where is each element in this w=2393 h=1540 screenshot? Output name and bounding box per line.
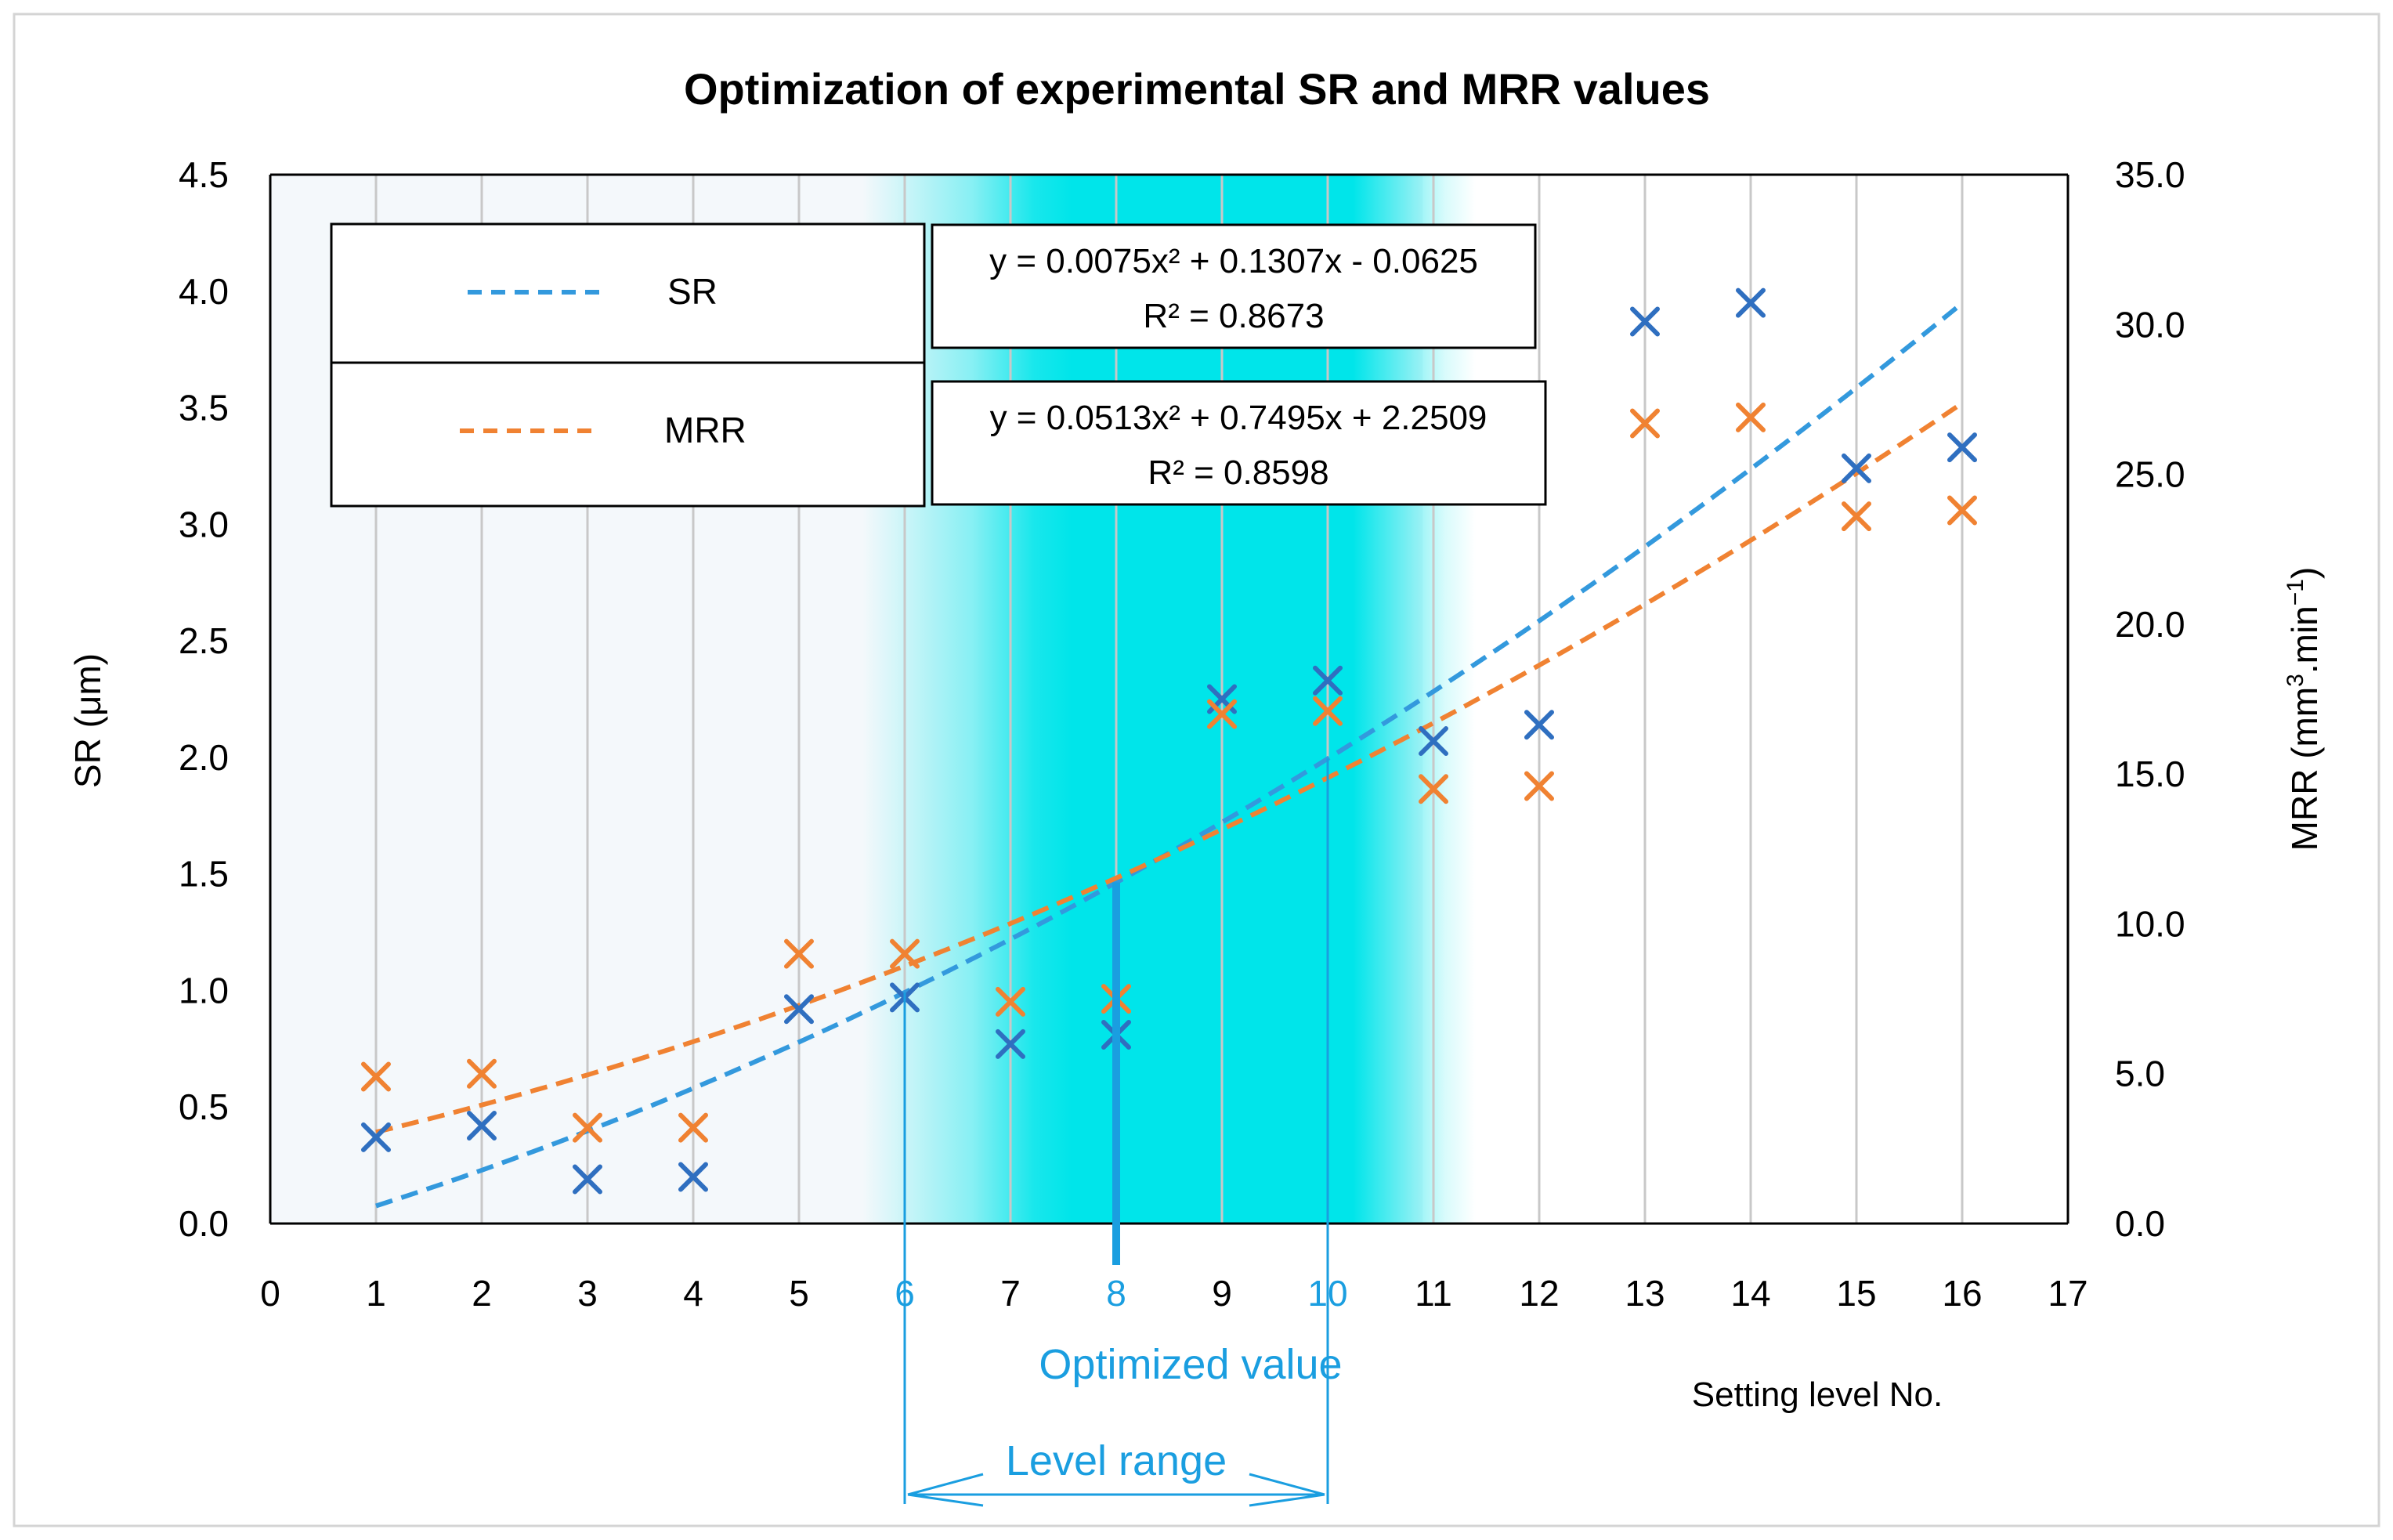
y-right-tick-35.0: 35.0 — [2115, 154, 2185, 195]
y-right-tick-10.0: 10.0 — [2115, 903, 2185, 944]
x-tick-3: 3 — [577, 1273, 598, 1314]
y-left-tick-0.0: 0.0 — [179, 1203, 229, 1244]
marker-sr-4 — [678, 1162, 708, 1192]
marker-sr-15 — [1842, 453, 1871, 483]
y-right-tick-15.0: 15.0 — [2115, 754, 2185, 794]
tick-labels: 0 1 2 3 4 5 6 7 8 9 10 11 12 13 14 15 16 170.00.51.01.52.… — [179, 154, 2185, 1314]
plot-background-right — [1422, 175, 2068, 1224]
marker-sr-14 — [1736, 287, 1766, 318]
legend: SR MRR — [330, 222, 926, 508]
y-right-tick-0.0: 0.0 — [2115, 1203, 2165, 1244]
marker-sr-10 — [1313, 665, 1343, 696]
x-tick-4: 4 — [683, 1273, 703, 1314]
mrr-equation-frame — [931, 380, 1547, 506]
marker-mrr-9 — [1207, 699, 1237, 729]
y-right-label-sup1: 3 — [2283, 674, 2308, 687]
x-tick-15: 15 — [1836, 1273, 1876, 1314]
axes — [269, 173, 2069, 1225]
x-tick-17: 17 — [2048, 1273, 2088, 1314]
sr-equation-frame — [931, 223, 1537, 349]
marker-mrr-4 — [678, 1112, 708, 1143]
y-right-tick-30.0: 30.0 — [2115, 304, 2185, 345]
marker-mrr-1 — [361, 1061, 391, 1092]
y-left-tick-1.5: 1.5 — [179, 854, 229, 895]
y-right-tick-25.0: 25.0 — [2115, 454, 2185, 495]
marker-sr-16 — [1947, 432, 1977, 463]
y-left-tick-2.5: 2.5 — [179, 620, 229, 661]
marker-sr-2 — [467, 1111, 497, 1141]
marker-sr-13 — [1630, 306, 1660, 337]
y-left-tick-2.0: 2.0 — [179, 737, 229, 778]
marker-sr-12 — [1524, 710, 1554, 740]
marker-mrr-10 — [1313, 696, 1343, 726]
marker-mrr-6 — [890, 938, 920, 969]
marker-mrr-16 — [1947, 495, 1977, 526]
marker-sr-5 — [784, 994, 814, 1025]
sr-equation-box: y = 0.0075x² + 0.1307x - 0.0625 R² = 0.8… — [931, 223, 1537, 349]
x-tick-2: 2 — [472, 1273, 492, 1314]
y-left-label: SR (μm) — [67, 653, 108, 788]
mrr-equation: y = 0.0513x² + 0.7495x + 2.2509 — [990, 399, 1487, 437]
x-tick-9: 9 — [1212, 1273, 1232, 1314]
y-right-label-end: ) — [2284, 567, 2325, 579]
y-right-label-main: MRR (mm — [2284, 687, 2325, 851]
y-right-label: MRR (mm3.min−1) — [2283, 567, 2325, 851]
y-right-label-mid: .min — [2284, 606, 2325, 674]
marker-mrr-15 — [1842, 501, 1871, 532]
y-left-tick-3.0: 3.0 — [179, 504, 229, 544]
marker-sr-3 — [573, 1164, 602, 1195]
x-tick-8: 8 — [1106, 1273, 1126, 1314]
legend-sr-label: SR — [667, 271, 718, 312]
marker-mrr-2 — [467, 1058, 497, 1089]
optimized-value-label: Optimized value — [1039, 1341, 1342, 1388]
y-left-tick-1.0: 1.0 — [179, 970, 229, 1010]
range-annotations: Optimized value Level range — [1006, 1341, 1343, 1484]
level-range-label: Level range — [1006, 1437, 1227, 1484]
y-left-tick-4.0: 4.0 — [179, 271, 229, 312]
legend-mrr-label: MRR — [664, 410, 746, 450]
y-right-tick-5.0: 5.0 — [2115, 1054, 2165, 1094]
mrr-equation-box: y = 0.0513x² + 0.7495x + 2.2509 R² = 0.8… — [931, 380, 1547, 506]
x-tick-13: 13 — [1625, 1273, 1665, 1314]
sr-equation: y = 0.0075x² + 0.1307x - 0.0625 — [989, 242, 1478, 280]
legend-box — [330, 222, 926, 508]
marker-sr-7 — [996, 1028, 1025, 1059]
trend-lines — [375, 301, 1964, 1209]
trend-line-mrr — [375, 401, 1964, 1135]
x-tick-14: 14 — [1730, 1273, 1770, 1314]
sr-r2: R² = 0.8673 — [1143, 297, 1324, 335]
level-range-arrowhead-right — [1249, 1473, 1325, 1507]
y-left-tick-0.5: 0.5 — [179, 1086, 229, 1127]
marker-mrr-11 — [1419, 774, 1448, 804]
marker-mrr-12 — [1524, 771, 1554, 801]
highlight-lines — [903, 758, 1329, 1507]
level-range-arrowhead-left — [907, 1473, 984, 1507]
x-axis-label: Setting level No. — [1692, 1376, 1943, 1414]
optimal-range-band — [862, 175, 1476, 1224]
y-right-tick-20.0: 20.0 — [2115, 604, 2185, 645]
marker-mrr-3 — [573, 1112, 602, 1143]
y-left-tick-4.5: 4.5 — [179, 154, 229, 195]
x-tick-16: 16 — [1942, 1273, 1982, 1314]
marker-mrr-7 — [996, 986, 1025, 1017]
marker-sr-11 — [1419, 726, 1448, 757]
x-tick-11: 11 — [1415, 1273, 1452, 1314]
marker-mrr-14 — [1736, 402, 1766, 432]
trend-line-sr — [375, 301, 1964, 1209]
data-markers — [361, 287, 1977, 1195]
chart-title: Optimization of experimental SR and MRR … — [684, 64, 1710, 114]
y-left-tick-3.5: 3.5 — [179, 388, 229, 428]
marker-sr-1 — [361, 1122, 391, 1152]
mrr-r2: R² = 0.8598 — [1148, 454, 1328, 492]
y-right-label-sup2: −1 — [2283, 579, 2308, 606]
marker-mrr-5 — [784, 938, 814, 969]
marker-mrr-13 — [1630, 408, 1660, 439]
x-tick-1: 1 — [366, 1273, 386, 1314]
x-tick-7: 7 — [1000, 1273, 1021, 1314]
x-tick-12: 12 — [1519, 1273, 1559, 1314]
x-tick-0: 0 — [260, 1273, 280, 1314]
x-tick-5: 5 — [789, 1273, 809, 1314]
